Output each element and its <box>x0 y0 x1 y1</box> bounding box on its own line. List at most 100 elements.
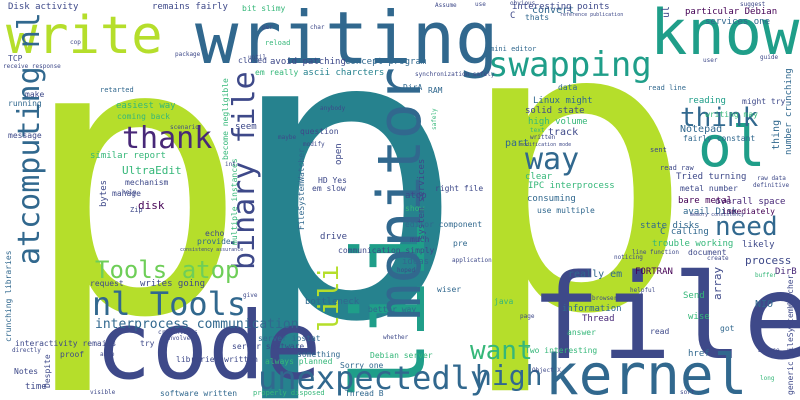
word-code: code <box>95 292 322 400</box>
word-whether: whether <box>383 334 409 341</box>
word-multiple-instances: multiple instances <box>230 158 239 245</box>
word-convert: convert <box>532 5 575 16</box>
word-notes: Notes <box>14 367 39 376</box>
word-thank: thank <box>122 121 213 156</box>
word-clear: clear <box>525 172 553 182</box>
word-coming-back: coming back <box>117 112 170 121</box>
word-java: java <box>494 297 514 306</box>
word-much: much <box>410 235 430 244</box>
word-line-function: line function <box>632 249 679 256</box>
word-seem: seem <box>235 122 257 132</box>
word-show: show <box>405 204 425 213</box>
word-char: char <box>310 24 325 31</box>
word-visible: visible <box>90 389 116 396</box>
word-noticing: noticing <box>614 254 643 261</box>
word-similar-report: similar report <box>90 151 166 161</box>
word-send: Send <box>683 291 705 301</box>
word-package: package <box>175 51 201 58</box>
word-c: C <box>510 11 516 21</box>
word-sort: sort <box>680 389 695 396</box>
word-easiest-way: easiest way <box>116 101 176 111</box>
word-something: something <box>297 350 341 359</box>
word-two-interesting: Two interesting <box>525 346 598 355</box>
word-tools-atop: Tools atop <box>95 256 240 284</box>
word-become-negligible: become negligible <box>221 78 230 160</box>
word-remains-fairly: remains fairly <box>152 2 228 12</box>
word-services-one: services one <box>705 17 771 27</box>
word-read-line: read line <box>648 84 686 92</box>
word-p-center: p <box>225 0 466 400</box>
word-need: need <box>715 212 778 242</box>
word-debian-server: Debian server <box>370 351 433 360</box>
word-browser: browser <box>592 295 618 302</box>
word-proof: proof <box>60 350 85 359</box>
word-disk-activity: Disk activity <box>8 2 79 12</box>
word-trouble-working: trouble working <box>652 239 734 249</box>
word-credentials: credentials <box>158 329 198 336</box>
word-software-written: software written <box>160 389 238 398</box>
word-immediately: immediately <box>722 207 775 216</box>
word-think: think <box>680 103 759 133</box>
word-memory-consistency: memory consistency <box>690 212 745 218</box>
word-p-right: p <box>455 0 696 400</box>
word-tried-turning: Tried turning <box>676 172 747 182</box>
word-tcp: TCP <box>8 54 23 63</box>
word-c-calling: C calling <box>660 227 709 237</box>
word-open: open <box>334 143 344 165</box>
word-href: href <box>688 349 710 359</box>
word-state-disks: state disks <box>640 221 700 231</box>
word-provide: provide <box>197 237 231 246</box>
word-application: application <box>452 257 492 264</box>
word-use-multiple: use multiple <box>537 206 595 215</box>
word-fairly-constant: fairly constant <box>683 134 756 143</box>
word-part: part <box>505 138 530 149</box>
word-process: process <box>745 254 792 267</box>
word-try: try <box>140 339 155 348</box>
word-fortran: FORTRAN <box>635 267 673 277</box>
word-question: question <box>300 127 339 136</box>
word-page: page <box>520 313 535 320</box>
word-written: written <box>530 134 556 141</box>
word-nio: NIO <box>755 299 774 310</box>
word-suggest: suggest <box>740 1 766 8</box>
word-ascii-charcters: ascii charcters <box>303 68 385 78</box>
word-guide: guide <box>760 54 779 61</box>
word-thing: thing <box>771 119 782 150</box>
word-running: running <box>8 99 42 108</box>
word-pre: pre <box>453 239 468 248</box>
word-object-x: Object X <box>532 367 561 374</box>
word-solid-state: solid state <box>525 106 585 116</box>
word-retarted: retarted <box>100 86 134 94</box>
word-obvious: obvious <box>510 0 536 7</box>
word-message: message <box>8 131 42 140</box>
word-browse: browse <box>758 347 780 354</box>
word-know: know <box>650 0 800 69</box>
word-maybe: maybe <box>278 134 297 141</box>
word-answer: answer <box>567 328 596 337</box>
word-way: way <box>525 142 580 177</box>
word-generic-filesystemwatcher: generic FileSystemWatcher <box>786 274 795 395</box>
word-libraries-written: libraries written <box>176 355 258 364</box>
word-bare-metal: bare metal <box>678 196 733 206</box>
word-disk: disk <box>138 199 165 212</box>
word-system-services: system services <box>417 158 427 240</box>
word-filesystemwatcher: FileSystemWatcher <box>297 148 306 230</box>
word-file: file <box>530 248 800 386</box>
word-interprocess-communication: interprocess communication <box>95 317 299 332</box>
word-atop: atop <box>405 191 427 201</box>
word-editor-component: editor component <box>405 220 483 229</box>
word-metal-number: metal number <box>680 184 738 193</box>
word-create: create <box>707 255 729 262</box>
word-overall-space: overall space <box>715 197 786 207</box>
word-raw-data: raw data <box>757 175 786 182</box>
word-make: make <box>25 90 45 99</box>
word-hd-yes: HD Yes <box>318 176 347 185</box>
word-modify: modify <box>303 141 325 148</box>
word-bit-slimy: bit slimy <box>242 4 286 13</box>
word-likely: likely <box>742 240 775 250</box>
word-right-file: right file <box>435 184 484 193</box>
word-reference-publication: reference publication <box>560 12 624 18</box>
word-involve: involve <box>165 335 191 342</box>
word-reading: reading <box>688 96 726 106</box>
word-mini-editor: mini editor <box>490 45 537 53</box>
